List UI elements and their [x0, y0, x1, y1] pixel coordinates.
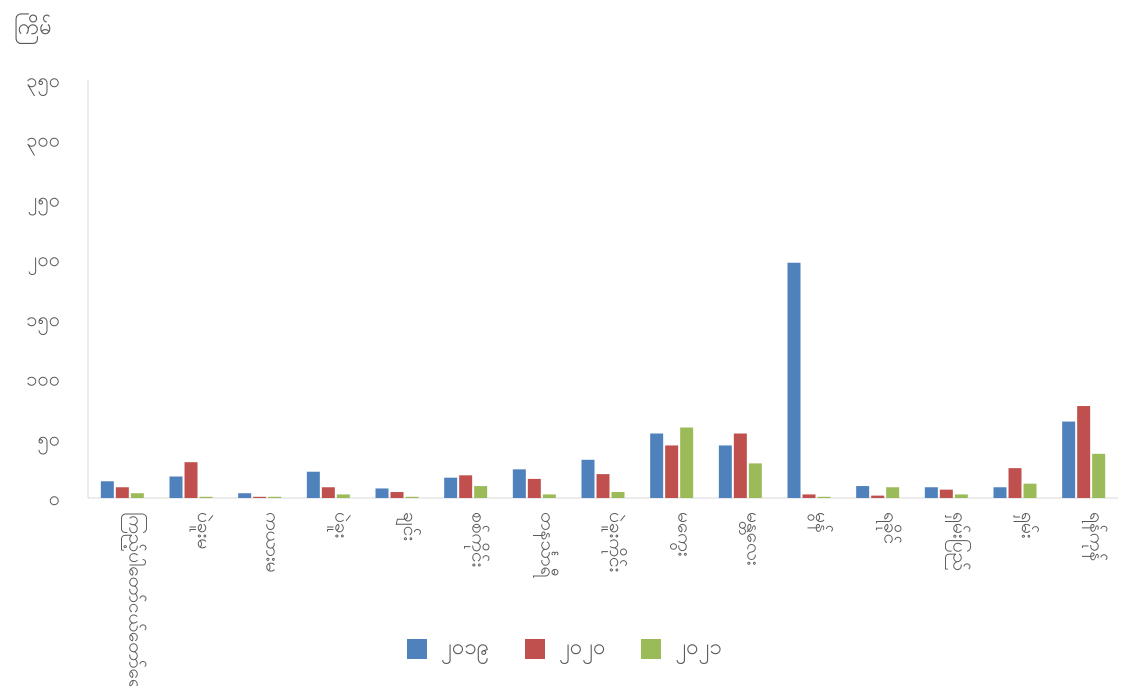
y-tick-label: ၁၀၀: [26, 367, 60, 391]
y-tick-label: ၅၀: [38, 426, 61, 454]
x-category-label: ကယားမ: [262, 512, 284, 573]
x-category-label: ရှမ်း: [1013, 512, 1040, 539]
x-category-label: ရခိုင်: [876, 512, 903, 544]
bar: [527, 478, 541, 498]
bar: [733, 433, 747, 498]
bar: [718, 445, 732, 498]
bar: [596, 474, 610, 498]
x-category-label: မွန်: [807, 512, 834, 533]
legend-swatch-2021: [641, 638, 662, 659]
bar: [802, 494, 816, 498]
bar: [169, 476, 183, 498]
x-category-label: တနင်္သာရီ: [532, 512, 559, 579]
bar: [680, 427, 694, 498]
x-category-label: ချင်း: [395, 512, 422, 541]
bar: [650, 433, 664, 498]
bar: [268, 496, 282, 498]
x-category-label: ရန်ကုန်: [1082, 512, 1109, 562]
legend-label-2020: ၂၀၂၀: [559, 635, 606, 660]
bar: [321, 487, 335, 498]
x-category-label: စစ်ကိုင်း: [464, 512, 491, 567]
bar: [1062, 421, 1076, 498]
x-category-label: ပဲခူးမ: [189, 512, 215, 549]
bar: [542, 494, 556, 498]
y-tick-label: ၃၅၀: [26, 68, 60, 96]
bar: [1077, 406, 1091, 498]
y-axis-ticks: ၀ ၅၀ ၁၀၀ ၁၅၀ ၂၀၀ ၂၅၀ ၃၀၀ ၃၅၀: [26, 68, 60, 510]
x-category-label: မကွေး: [670, 512, 696, 557]
legend-item-2021: ၂၀၂၁: [641, 632, 722, 665]
legend-item-2020: ၂၀၂၀: [525, 632, 605, 665]
bar: [336, 494, 350, 498]
y-tick-label: ၂၅၀: [28, 187, 60, 215]
x-category-label: ပဲခူးကိုင်း: [601, 512, 628, 572]
y-tick-label: ၁၅၀: [26, 307, 60, 335]
x-category-label: ပဲခူး: [326, 512, 352, 538]
bar: [375, 488, 389, 498]
bar: [871, 495, 885, 498]
x-category-label: မန္တလေး: [738, 512, 764, 566]
bar: [474, 486, 488, 498]
bar: [1092, 453, 1106, 498]
bar: [199, 496, 213, 498]
x-axis-category-labels: ကြည့်ပါတော်ငယ်တော်ရေ ပဲခူးမ ကယားမ ပဲခူး ချင်…: [120, 512, 1108, 686]
bar: [306, 471, 320, 498]
bar: [405, 496, 419, 498]
bar: [886, 487, 900, 498]
bar: [748, 463, 762, 498]
bars: [100, 262, 1106, 498]
bar: [253, 496, 267, 498]
legend: ၂၀၁၉ ၂၀၂၀ ၂၀၂၁: [0, 632, 1129, 665]
bar: [459, 475, 473, 498]
bar: [581, 459, 595, 498]
legend-label-2019: ၂၀၁၉: [441, 635, 490, 660]
y-tick-label: ၃၀၀: [26, 128, 60, 156]
bar: [939, 489, 953, 498]
bar: [665, 445, 679, 498]
bar: [512, 469, 526, 498]
bar: [924, 487, 938, 498]
legend-label-2021: ၂၀၂၁: [675, 635, 722, 660]
bar: [1023, 483, 1037, 498]
bar: [390, 492, 404, 498]
bar: [787, 262, 801, 498]
bar: [100, 481, 114, 498]
bar: [444, 477, 458, 498]
bar: [115, 487, 129, 498]
bar: [993, 487, 1007, 498]
bar: [130, 493, 144, 498]
bar: [611, 492, 625, 498]
legend-swatch-2020: [525, 638, 546, 659]
x-category-label: ရှမ်းပြည်: [944, 512, 972, 571]
bar: [238, 493, 252, 498]
bar: [954, 494, 968, 498]
y-tick-label: ၂၀၀: [28, 247, 60, 275]
bar: [184, 462, 198, 498]
legend-swatch-2019: [407, 638, 428, 659]
bar: [856, 486, 870, 498]
bar: [817, 496, 831, 498]
x-category-label: ကြည့်ပါတော်ငယ်တော်ရေ: [120, 512, 148, 686]
bar: [1008, 468, 1022, 498]
legend-item-2019: ၂၀၁၉: [407, 632, 489, 665]
y-axis-unit-label: ကြိမ်: [14, 15, 52, 40]
y-tick-label: ၀: [49, 486, 60, 510]
